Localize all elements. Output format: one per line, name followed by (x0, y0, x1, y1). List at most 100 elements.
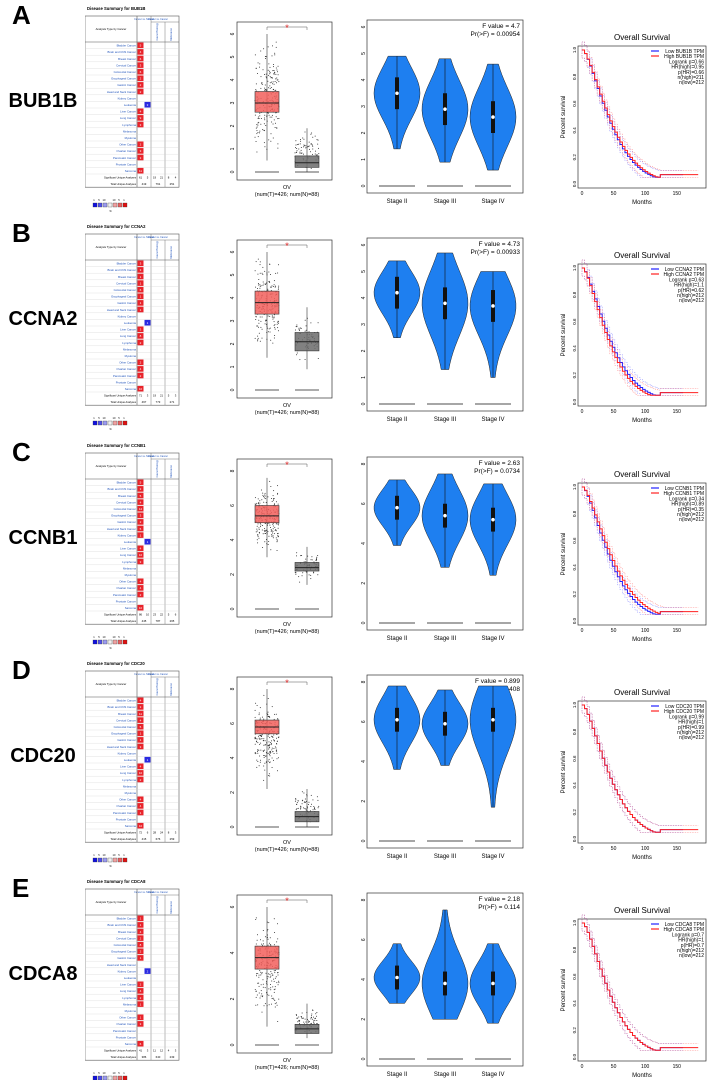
tumor-point (272, 751, 274, 753)
tumor-point (273, 718, 275, 720)
legend-swatch (107, 1075, 113, 1080)
tumor-point (265, 90, 267, 92)
heat-cell (137, 591, 144, 598)
tumor-point (278, 285, 280, 287)
tumor-point (260, 76, 262, 78)
legend-tick: 1 (93, 198, 95, 202)
col-group-cancer-vs-normal: Cancer vs. Normal (134, 236, 154, 239)
tumor-point (272, 537, 274, 539)
tumor-point (255, 738, 257, 740)
tumor-point (259, 316, 261, 318)
cancer-row-label: Colorectal Cancer (114, 725, 136, 729)
cancer-row-label: Ovarian Cancer (116, 586, 136, 590)
heat-cell (137, 519, 144, 525)
normal-point (300, 147, 302, 149)
tumor-point (269, 72, 271, 74)
cell-value: 5 (140, 494, 142, 498)
tumor-point (258, 117, 260, 119)
tumor-point (272, 63, 274, 65)
heat-cell (137, 499, 144, 505)
legend-tick: 1 (93, 635, 95, 639)
tumor-point (254, 136, 256, 138)
normal-point (298, 1020, 300, 1022)
table-title: Disease Summary for CDC20 (87, 661, 145, 666)
significance-bracket (266, 244, 308, 248)
tumor-point (263, 48, 265, 50)
legend-tick: 1 (123, 198, 125, 202)
heat-cell (137, 988, 144, 994)
tumor-point (271, 749, 273, 751)
cell-value: 1 (140, 295, 142, 299)
legend-entry: p(HR)=0.62 (678, 288, 704, 294)
tumor-point (276, 743, 278, 745)
cancer-row-label: Liver Cancer (120, 547, 136, 551)
heat-cell (137, 512, 144, 519)
sub-col-cancer-histology: Cancer Histology (156, 240, 159, 258)
cancer-row-label: Pancreatic Cancer (113, 811, 136, 815)
tumor-point (254, 709, 256, 711)
sample-size-label: (num(T)=426; num(N)=88) (255, 847, 320, 853)
cell-value: 1 (140, 732, 142, 736)
y-tick: 6 (361, 243, 367, 246)
cell-value: 3 (140, 1022, 142, 1026)
tumor-point (264, 74, 266, 76)
legend-entry: p(HR)=0.35 (678, 507, 704, 513)
heat-cell (137, 42, 144, 49)
cell-value: 1 (140, 281, 142, 285)
y-tick: 4 (361, 78, 367, 81)
cancer-row-label: Prostate Cancer (116, 1035, 136, 1039)
cancer-row-label: Ovarian Cancer (116, 804, 136, 808)
sig-count: 3 (147, 394, 149, 398)
table-border (85, 670, 180, 843)
tumor-point (272, 342, 274, 344)
tumor-point (275, 1002, 277, 1004)
tumor-point (254, 503, 256, 505)
significance-star: * (285, 460, 289, 470)
tumor-point (268, 1004, 270, 1006)
normal-point (295, 1014, 297, 1016)
normal-point (304, 798, 306, 800)
sub-col-multi-cancer: Multi-cancer (170, 465, 173, 478)
heat-cell (137, 286, 144, 293)
normal-point (297, 143, 299, 145)
normal-point (308, 1021, 310, 1023)
legend-tick: 1 (123, 853, 125, 857)
cell-value: 8 (140, 334, 142, 338)
x-tick: 150 (673, 846, 682, 852)
normal-point (308, 801, 310, 803)
y-tick: 5 (361, 270, 367, 273)
tumor-point (255, 741, 257, 743)
tumor-point (268, 752, 270, 754)
tumor-point (265, 744, 267, 746)
cancer-row-label: Pancreatic Cancer (113, 156, 136, 160)
violin-median (395, 91, 399, 96)
tumor-point (269, 775, 271, 777)
tumor-point (278, 322, 280, 324)
y-tick: 0.0 (572, 398, 577, 405)
normal-point (298, 327, 300, 329)
tumor-point (261, 943, 263, 945)
tumor-point (265, 751, 267, 753)
significance-star: * (285, 896, 289, 906)
cell-value: 4 (140, 804, 142, 808)
normal-point (302, 137, 304, 139)
heat-cell (137, 803, 144, 809)
x-tick: 150 (673, 409, 682, 415)
heat-cell (137, 273, 144, 280)
tumor-point (257, 273, 259, 275)
tumor-point (266, 978, 268, 980)
sig-count: 28 (153, 831, 157, 835)
cancer-row-label: Leukemia (124, 103, 137, 107)
heat-cell (137, 141, 144, 148)
legend-swatch (117, 857, 123, 863)
x-tick: 150 (673, 191, 682, 197)
tumor-point (274, 334, 276, 336)
tumor-point (258, 714, 260, 716)
cancer-row-label: Myeloma (125, 136, 137, 140)
tumor-point (276, 540, 278, 542)
heat-cell (137, 915, 144, 922)
cancer-row-label: Lymphoma (122, 996, 136, 1000)
y-tick: 2 (361, 800, 367, 803)
y-tick: 5 (230, 55, 236, 58)
tumor-point (260, 123, 262, 125)
